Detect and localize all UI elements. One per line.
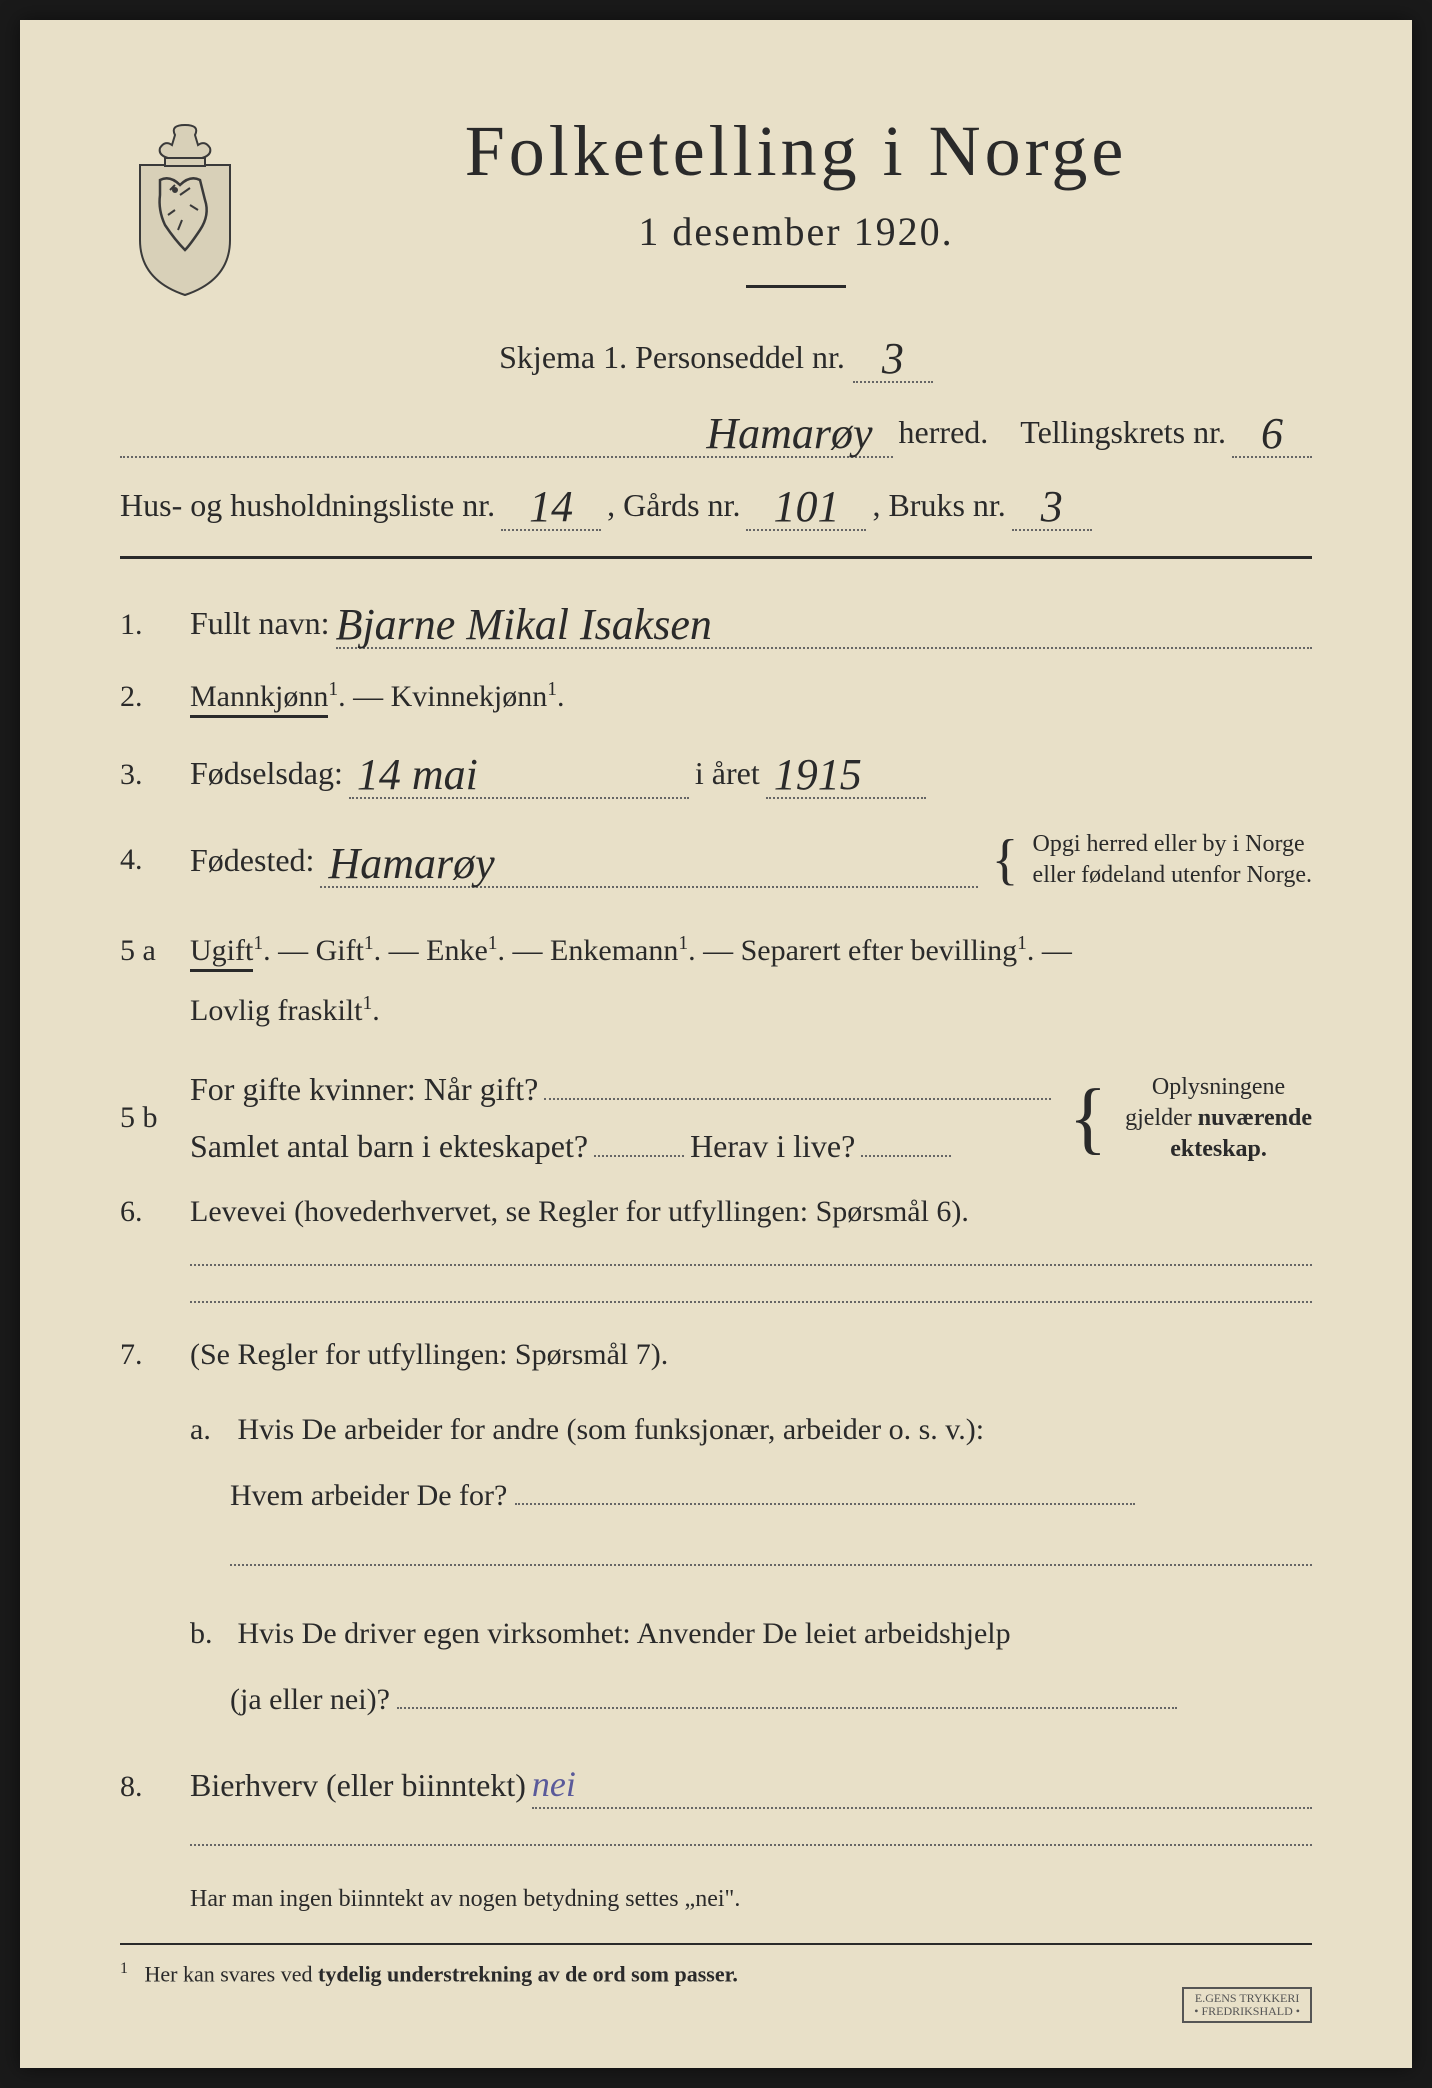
q7a: a. Hvis De arbeider for andre (som funks… [190,1397,1312,1529]
q7b-line1: Hvis De driver egen virksomhet: Anvender… [238,1617,1011,1650]
q5a-separert: Separert efter bevilling [741,934,1018,967]
q8-label: Bierhverv (eller biinntekt) [190,1767,526,1804]
q7a-letter: a. [190,1397,230,1463]
q8-blank-line [190,1844,1312,1846]
q6-text: Levevei (hovederhvervet, se Regler for u… [190,1195,969,1228]
q1-label: Fullt navn: [190,605,330,642]
census-form-page: Folketelling i Norge 1 desember 1920. Sk… [20,20,1412,2068]
q2-mannkjonn: Mannkjønn [190,680,328,718]
hus-line: Hus- og husholdningsliste nr. 14 , Gårds… [120,476,1312,531]
title-block: Folketelling i Norge 1 desember 1920. [280,110,1312,318]
q1: 1. Fullt navn: Bjarne Mikal Isaksen [120,594,1312,649]
q6-blank-line-1 [190,1264,1312,1266]
subtitle: 1 desember 1920. [280,208,1312,255]
q1-num: 1. [120,608,170,642]
q6: 6. Levevei (hovederhvervet, se Regler fo… [120,1195,1312,1229]
q2-num: 2. [120,680,170,714]
q5b-label1: For gifte kvinner: Når gift? [190,1071,538,1108]
printer-stamp: E.GENS TRYKKERI • FREDRIKSHALD • [1182,1987,1312,2023]
q3-label: Fødselsdag: [190,755,343,792]
hus-value: 14 [529,482,573,531]
herred-line: Hamarøy herred. Tellingskrets nr. 6 [120,403,1312,458]
coat-of-arms-icon [120,120,250,300]
q7-num: 7. [120,1338,170,1372]
q6-blank-line-2 [190,1301,1312,1303]
q4: 4. Fødested: Hamarøy { Opgi herred eller… [120,829,1312,891]
q7-intro: (Se Regler for utfyllingen: Spørsmål 7). [190,1338,668,1371]
q5a-enke: Enke [426,934,488,967]
q7a-line2: Hvem arbeider De for? [230,1479,507,1512]
q5b-label3: Herav i live? [690,1128,855,1165]
q2-kvinnekjonn: Kvinnekjønn [391,680,548,713]
q5b: 5 b For gifte kvinner: Når gift? Samlet … [120,1071,1312,1165]
footnote-divider [120,1943,1312,1945]
q8-value: nei [532,1764,576,1804]
q7b-line2: (ja eller nei)? [230,1683,390,1716]
schema-line: Skjema 1. Personseddel nr. 3 [120,328,1312,383]
hus-label: Hus- og husholdningsliste nr. [120,487,495,524]
tellingskrets-label: Tellingskrets nr. [1020,414,1226,451]
footer-hint: Har man ingen biinntekt av nogen betydni… [190,1886,1312,1913]
q5a-ugift: Ugift [190,934,253,972]
q2: 2. Mannkjønn1. — Kvinnekjønn1. [120,679,1312,714]
q8: 8. Bierhverv (eller biinntekt) nei [120,1763,1312,1809]
q7: 7. (Se Regler for utfyllingen: Spørsmål … [120,1338,1312,1372]
gards-value: 101 [773,482,839,531]
q5b-note: Oplysningene gjelder nuværende ekteskap. [1125,1072,1312,1166]
q5a-fraskilt: Lovlig fraskilt [190,994,362,1027]
main-title: Folketelling i Norge [280,110,1312,193]
q5b-num: 5 b [120,1101,170,1135]
q1-value: Bjarne Mikal Isaksen [336,600,712,649]
q5a-num: 5 a [120,934,170,968]
q3-num: 3. [120,758,170,792]
q4-label: Fødested: [190,842,314,879]
herred-value: Hamarøy [706,409,872,458]
footnote: 1 Her kan svares ved tydelig understrekn… [120,1960,1312,1987]
bruks-value: 3 [1041,482,1063,531]
q5a: 5 a Ugift1. — Gift1. — Enke1. — Enkemann… [120,921,1312,1041]
herred-label: herred. [899,414,989,451]
q7b-letter: b. [190,1601,230,1667]
q4-num: 4. [120,843,170,877]
bruks-label: , Bruks nr. [872,487,1005,524]
tellingskrets-value: 6 [1261,409,1283,458]
q3-year-label: i året [695,755,760,792]
q8-num: 8. [120,1770,170,1804]
header: Folketelling i Norge 1 desember 1920. [120,110,1312,318]
q6-num: 6. [120,1195,170,1229]
personseddel-nr-value: 3 [882,334,904,383]
q5b-label2: Samlet antal barn i ekteskapet? [190,1128,588,1165]
q7a-line1: Hvis De arbeider for andre (som funksjon… [238,1413,985,1446]
schema-label: Skjema 1. Personseddel nr. [499,339,845,375]
gards-label: , Gårds nr. [607,487,740,524]
q3: 3. Fødselsdag: 14 mai i året 1915 [120,744,1312,799]
q4-note: Opgi herred eller by i Norge eller fødel… [1033,829,1312,891]
brace-icon: { [992,841,1019,880]
q5a-gift: Gift [316,934,364,967]
brace-icon: { [1069,1090,1107,1146]
q3-day-value: 14 mai [357,750,478,799]
divider-main [120,556,1312,559]
q7a-blank-line [230,1564,1312,1566]
q5a-enkemann: Enkemann [550,934,678,967]
q4-value: Hamarøy [328,839,494,888]
q3-year-value: 1915 [774,750,862,799]
q7b: b. Hvis De driver egen virksomhet: Anven… [190,1601,1312,1733]
title-divider [746,285,846,288]
